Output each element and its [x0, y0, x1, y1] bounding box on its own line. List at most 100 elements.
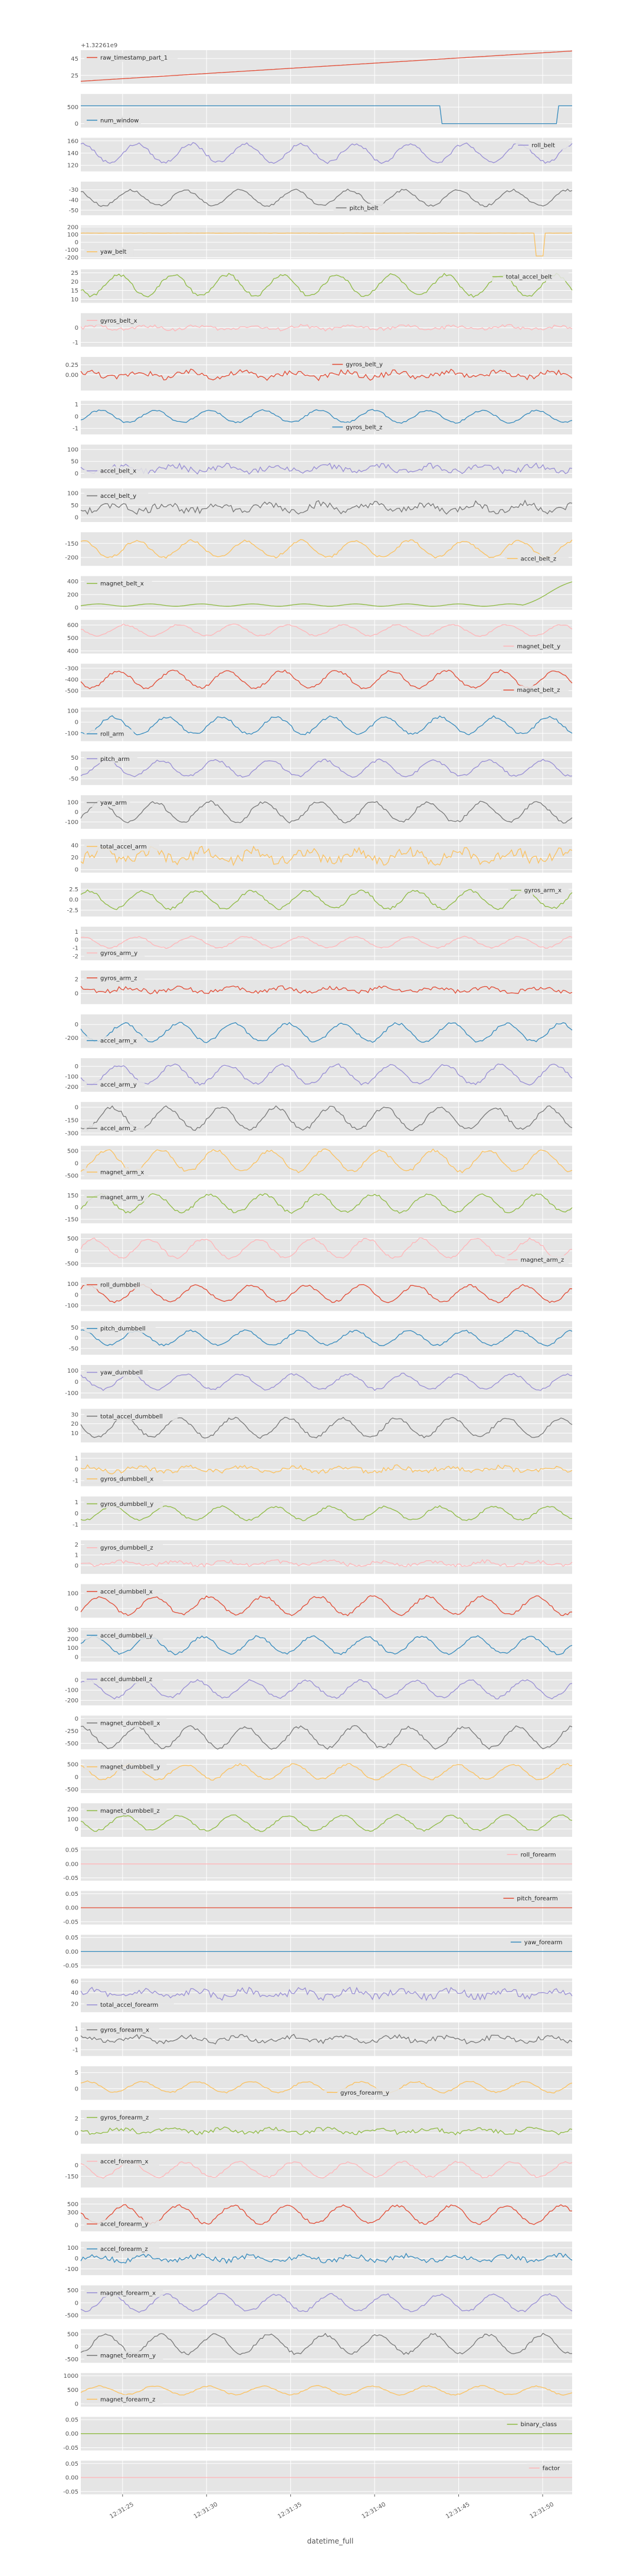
legend-label: gyros_forearm_z [100, 2115, 149, 2121]
y-tick-label: 20 [71, 279, 78, 286]
y-tick-label: 0 [75, 1655, 78, 1661]
panel-roll-forearm: -0.05 0.00 0.05 roll_forearm [63, 1847, 572, 1882]
series-line-accel-arm-x [80, 1022, 573, 1043]
series-line-gyros-belt-z [80, 409, 573, 424]
y-tick-label: 120 [67, 163, 78, 169]
legend-label: yaw_dumbbell [100, 1370, 143, 1376]
panel-accel-dumbbell-z: -200 -100 0 accel_dumbbell_z [65, 1672, 573, 1706]
y-tick-label: 0 [75, 1563, 78, 1569]
y-tick-label: -40 [69, 197, 78, 204]
panel-accel-arm-x: -200 0 accel_arm_x [65, 1014, 573, 1048]
y-tick-label: -0.05 [63, 2445, 78, 2452]
y-tick-label: -1 [73, 946, 78, 952]
y-tick-label: 0 [75, 1161, 78, 1167]
legend-roll-arm: roll_arm [84, 729, 134, 739]
panel-accel-arm-z: -300 -150 0 accel_arm_z [65, 1102, 573, 1137]
y-tick-label: 0 [75, 1064, 78, 1070]
y-tick-label: 0 [75, 2037, 78, 2043]
legend-box [84, 2394, 163, 2404]
y-tick-label: 50 [71, 1325, 78, 1331]
y-tick-label: 0 [75, 2162, 78, 2169]
y-tick-label: -200 [65, 1035, 78, 1042]
legend-label: accel_arm_z [100, 1125, 136, 1132]
legend-box [526, 2463, 569, 2473]
y-tick-label: 40 [71, 842, 78, 849]
legend-box [84, 1499, 163, 1508]
panel-background [81, 707, 572, 741]
y-tick-label: 0 [75, 121, 78, 127]
series-line-yaw-dumbbell [80, 1373, 573, 1392]
legend-label: gyros_dumbbell_z [100, 1545, 153, 1551]
legend-label: gyros_arm_x [524, 888, 562, 894]
legend-label: total_accel_forearm [100, 2002, 158, 2009]
y-tick-label: -100 [65, 1390, 78, 1397]
y-tick-label: -1 [73, 2047, 78, 2053]
legend-label: yaw_belt [100, 249, 127, 255]
y-tick-label: 0.0 [69, 897, 78, 904]
legend-label: magnet_dumbbell_x [100, 1720, 160, 1727]
legend-label: pitch_forearm [517, 1896, 557, 1902]
legend-label: pitch_dumbbell [100, 1326, 146, 1333]
y-tick-label: 160 [67, 138, 78, 145]
y-tick-label: -50 [69, 776, 78, 783]
legend-label: gyros_forearm_x [100, 2027, 149, 2034]
y-tick-label: 0.00 [65, 2475, 78, 2482]
y-tick-label: -100 [65, 247, 78, 254]
y-tick-label: 5 [75, 2070, 78, 2076]
legend-box [84, 491, 149, 500]
panel-background [81, 1014, 572, 1048]
panel-background [81, 357, 572, 391]
panel-background [81, 94, 572, 128]
y-tick-label: 100 [67, 447, 78, 453]
legend-gyros-arm-z: gyros_arm_z [84, 973, 145, 983]
panel-background [81, 2154, 572, 2188]
x-axis-label: datetime_full [307, 2537, 354, 2545]
y-tick-label: 0.00 [65, 1905, 78, 1912]
legend-accel-arm-y: accel_arm_y [84, 1079, 145, 1089]
panel-magnet-belt-z: -500 -400 -300 magnet_belt_z [65, 664, 573, 698]
legend-magnet-belt-z: magnet_belt_z [501, 685, 569, 695]
y-tick-label: 140 [67, 150, 78, 157]
legend-box [84, 2157, 159, 2166]
legend-label: accel_belt_z [521, 556, 557, 562]
legend-gyros-forearm-z: gyros_forearm_z [84, 2113, 159, 2122]
y-tick-label: -500 [65, 688, 78, 694]
legend-box [501, 1894, 569, 1903]
y-tick-label: 0 [75, 991, 78, 997]
panel-gyros-belt-z: -1 0 1 gyros_belt_z [73, 401, 573, 435]
legend-box [84, 1543, 163, 1553]
legend-box [501, 685, 569, 695]
legend-label: accel_forearm_x [100, 2158, 149, 2165]
legend-factor: factor [526, 2463, 569, 2473]
series-line-total-accel-belt [80, 273, 573, 298]
y-tick-label: 1 [75, 402, 78, 408]
y-tick-label: -100 [65, 1074, 78, 1080]
legend-total-accel-belt: total_accel_belt [490, 272, 569, 281]
y-tick-label: 0 [75, 2256, 78, 2262]
series-line-magnet-belt-z [80, 669, 573, 690]
series-line-gyros-dumbbell-z [80, 1558, 573, 1568]
y-tick-label: -100 [65, 1688, 78, 1694]
y-tick-label: 0 [75, 1104, 78, 1111]
y-tick-label: 0.00 [65, 372, 78, 379]
legend-magnet-belt-y: magnet_belt_y [501, 641, 569, 651]
panel-magnet-forearm-y: -500 0 500 magnet_forearm_y [65, 2329, 572, 2363]
y-tick-label: -1 [73, 1522, 78, 1528]
y-tick-label: -0.05 [63, 1963, 78, 1970]
legend-label: accel_dumbbell_z [100, 1676, 152, 1683]
legend-label: magnet_forearm_z [100, 2397, 155, 2403]
legend-box [84, 247, 134, 257]
y-tick-label: 0 [75, 471, 78, 477]
panel-magnet-dumbbell-x: -500 -250 0 magnet_dumbbell_x [65, 1715, 573, 1750]
y-tick-label: 25 [71, 270, 78, 277]
y-tick-label: 0 [75, 2300, 78, 2306]
legend-accel-arm-x: accel_arm_x [84, 1036, 145, 1045]
legend-label: gyros_arm_y [100, 950, 137, 957]
series-line-accel-dumbbell-z [80, 1679, 573, 1700]
legend-box [333, 203, 390, 212]
y-tick-label: -500 [65, 2357, 78, 2363]
legend-magnet-dumbbell-x: magnet_dumbbell_x [84, 1718, 167, 1728]
y-tick-label: 1 [75, 2026, 78, 2033]
y-tick-label: 0.05 [65, 2461, 78, 2467]
panel-roll-dumbbell: -100 0 100 roll_dumbbell [65, 1277, 573, 1311]
